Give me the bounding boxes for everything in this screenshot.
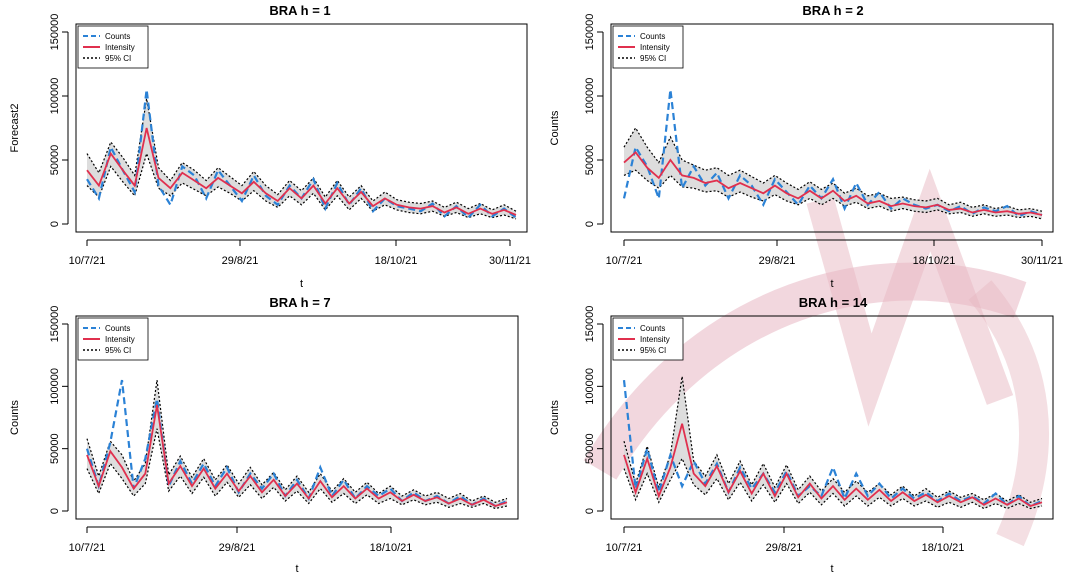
y-tick-label: 0 [49,221,61,227]
chart-title: BRA h = 14 [799,295,868,310]
y-axis-label: Counts [9,400,21,435]
x-tick-label: 18/10/21 [375,255,418,267]
x-tick-label: 10/7/21 [69,542,106,554]
chart-title: BRA h = 7 [269,295,330,310]
legend-label: 95% CI [640,54,666,63]
series-line-ci-upper [86,380,508,503]
chart-panel: BRA h = 7 0 50000 100000 150000 Counts 10/7/21… [9,295,519,575]
x-tick-label: 10/7/21 [606,542,643,554]
y-tick-label: 100000 [49,368,61,405]
x-tick-label: 29/8/21 [766,542,803,554]
y-axis-label: Forecast2 [9,104,21,153]
series-line-intensity [86,404,508,507]
y-tick-label: 50000 [584,145,596,176]
y-axis-label: Counts [549,400,561,435]
y-tick-label: 50000 [584,433,596,464]
chart-panel: BRA h = 2 0 50000 100000 150000 Counts 10/7/21… [549,3,1063,290]
legend-label: 95% CI [640,346,666,355]
x-tick-label: 10/7/21 [69,255,106,267]
plot-frame [75,23,528,233]
legend-label: Counts [105,324,130,333]
x-tick-label: 10/7/21 [606,255,643,267]
chart-panel: BRA h = 1 0 50000 100000 150000 Forecast2 10/7… [9,3,531,290]
watermark-arc [806,168,1014,427]
x-axis-label: t [830,563,833,575]
series-line-ci-lower [623,457,1043,510]
y-tick-label: 100000 [584,78,596,115]
x-tick-label: 30/11/21 [489,255,531,267]
x-axis-label: t [830,278,833,290]
legend-label: Counts [640,32,665,41]
plot-frame [610,23,1054,233]
ci-band [87,98,516,219]
chart-panel: BRA h = 14 0 50000 100000 150000 Counts 10/7/2… [549,295,1054,575]
y-tick-label: 150000 [584,14,596,51]
y-tick-label: 150000 [49,306,61,343]
series-line-intensity [86,127,517,216]
y-tick-label: 150000 [49,14,61,51]
y-tick-label: 150000 [584,306,596,343]
series-line-ci-lower [623,169,1043,220]
legend-label: 95% CI [105,54,131,63]
y-tick-label: 0 [584,508,596,514]
y-tick-label: 100000 [584,368,596,405]
series-line-ci-upper [86,98,517,212]
x-axis-label: t [295,563,298,575]
legend-label: 95% CI [105,346,131,355]
plot-frame [75,315,519,520]
y-tick-label: 0 [584,221,596,227]
x-tick-label: 18/10/21 [922,542,965,554]
series-line-counts [622,89,1043,218]
x-tick-label: 29/8/21 [222,255,259,267]
y-tick-label: 100000 [49,78,61,115]
series-line-ci-lower [86,428,508,510]
plot-frame [610,315,1054,520]
series-line-counts [85,379,508,508]
panels: BRA h = 1 0 50000 100000 150000 Forecast2 10/7… [9,3,1063,575]
legend-label: Intensity [105,335,135,344]
x-tick-label: 18/10/21 [913,255,956,267]
y-tick-label: 50000 [49,433,61,464]
x-tick-label: 29/8/21 [219,542,256,554]
x-tick-label: 30/11/21 [1021,255,1063,267]
legend-label: Intensity [640,43,670,52]
chart-title: BRA h = 1 [269,3,330,18]
series-line-intensity [623,150,1043,216]
x-axis-label: t [300,278,303,290]
y-tick-label: 50000 [49,145,61,176]
y-axis-label: Counts [549,110,561,145]
series-line-intensity [623,423,1043,507]
x-tick-label: 18/10/21 [370,542,413,554]
legend-label: Counts [640,324,665,333]
x-tick-label: 29/8/21 [759,255,796,267]
chart-title: BRA h = 2 [802,3,863,18]
ci-band [624,376,1042,509]
legend-label: Intensity [105,43,135,52]
legend-label: Intensity [640,335,670,344]
legend-label: Counts [105,32,130,41]
y-tick-label: 0 [49,508,61,514]
series-line-ci-upper [623,376,1043,503]
